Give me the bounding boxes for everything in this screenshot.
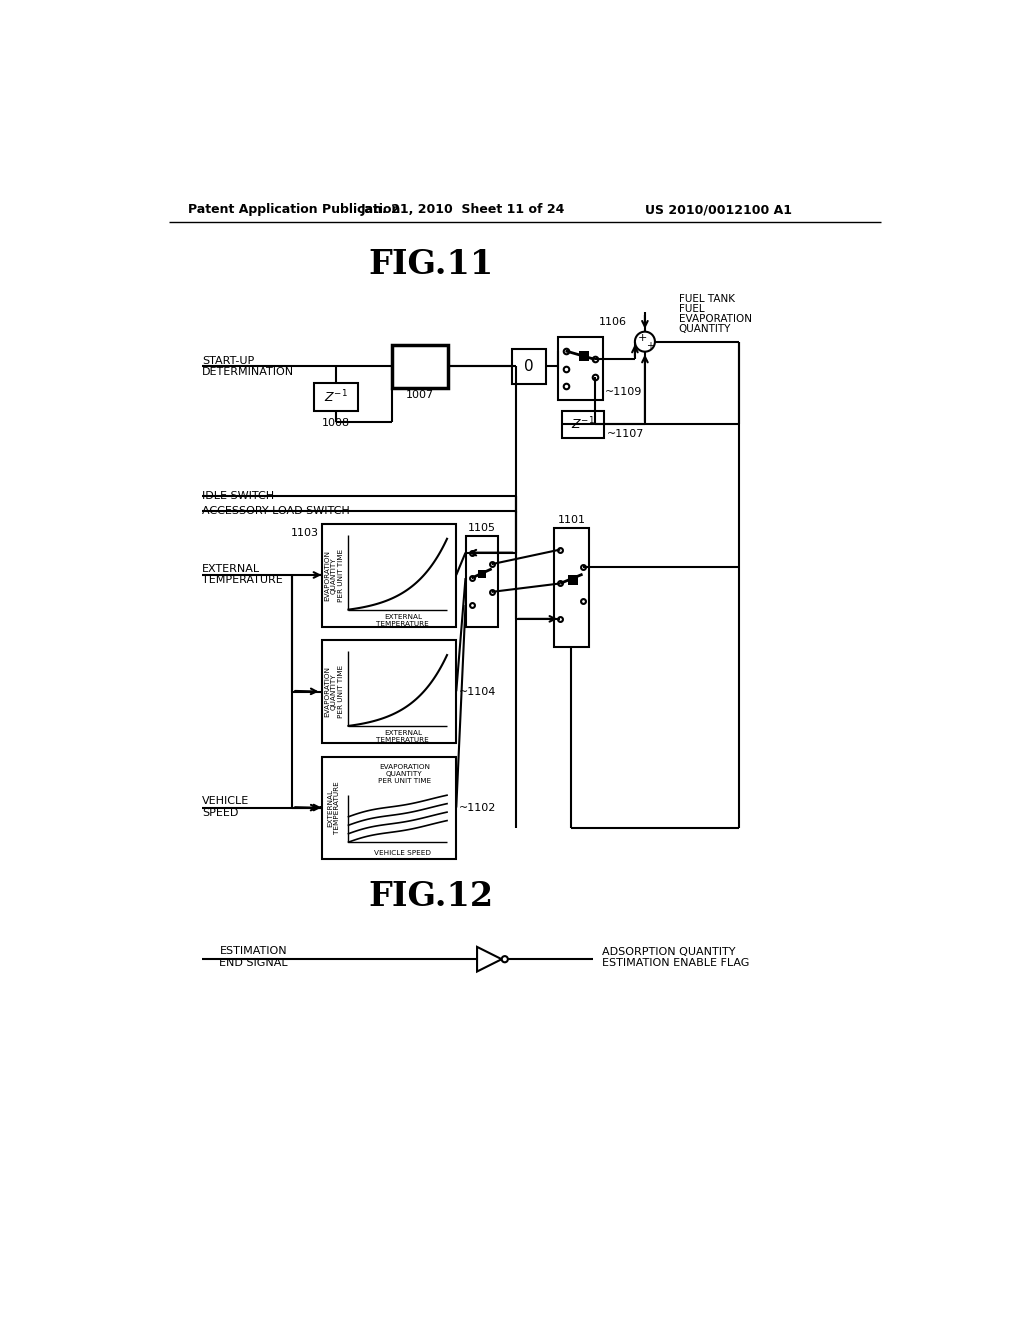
Bar — [512, 348, 547, 384]
Text: $Z^{-1}$: $Z^{-1}$ — [571, 416, 595, 433]
Bar — [558, 337, 602, 400]
Text: ADSORPTION QUANTITY: ADSORPTION QUANTITY — [602, 946, 735, 957]
Bar — [562, 411, 604, 438]
Bar — [322, 524, 457, 627]
Text: 1106: 1106 — [599, 317, 628, 327]
Text: FUEL TANK: FUEL TANK — [679, 293, 735, 304]
Bar — [322, 756, 457, 859]
Text: 1103: 1103 — [291, 528, 319, 539]
Text: ~1102: ~1102 — [460, 803, 497, 813]
Bar — [392, 345, 447, 388]
Text: ~1107: ~1107 — [606, 429, 644, 440]
Text: FIG.11: FIG.11 — [369, 248, 494, 281]
Text: VEHICLE: VEHICLE — [202, 796, 250, 807]
Text: EVAPORATION
QUANTITY
PER UNIT TIME: EVAPORATION QUANTITY PER UNIT TIME — [378, 764, 431, 784]
Text: EXTERNAL
TEMPERATURE: EXTERNAL TEMPERATURE — [377, 730, 429, 743]
Text: 1101: 1101 — [557, 515, 586, 525]
Text: TEMPERATURE: TEMPERATURE — [202, 576, 283, 585]
Text: 0: 0 — [524, 359, 534, 374]
Text: START-UP: START-UP — [202, 356, 254, 366]
Text: IDLE SWITCH: IDLE SWITCH — [202, 491, 274, 500]
Text: ~1109: ~1109 — [605, 388, 642, 397]
Text: DETERMINATION: DETERMINATION — [202, 367, 294, 376]
Text: ACCESSORY LOAD SWITCH: ACCESSORY LOAD SWITCH — [202, 506, 350, 516]
Text: US 2010/0012100 A1: US 2010/0012100 A1 — [645, 203, 792, 216]
Text: END SIGNAL: END SIGNAL — [219, 958, 288, 968]
Text: $Z^{-1}$: $Z^{-1}$ — [325, 389, 348, 405]
Text: EVAPORATION
QUANTITY
PER UNIT TIME: EVAPORATION QUANTITY PER UNIT TIME — [324, 665, 344, 718]
Text: QUANTITY: QUANTITY — [679, 323, 731, 334]
Text: EVAPORATION
QUANTITY
PER UNIT TIME: EVAPORATION QUANTITY PER UNIT TIME — [324, 549, 344, 602]
Bar — [322, 640, 457, 743]
Text: Patent Application Publication: Patent Application Publication — [188, 203, 400, 216]
Bar — [554, 528, 589, 647]
Text: SPEED: SPEED — [202, 808, 239, 818]
Text: EXTERNAL
TEMPERATURE: EXTERNAL TEMPERATURE — [377, 614, 429, 627]
Text: Jan. 21, 2010  Sheet 11 of 24: Jan. 21, 2010 Sheet 11 of 24 — [361, 203, 565, 216]
Text: 1105: 1105 — [468, 523, 496, 533]
Text: EXTERNAL
TEMPERATURE: EXTERNAL TEMPERATURE — [328, 781, 340, 834]
Bar — [466, 536, 498, 627]
Text: EVAPORATION: EVAPORATION — [679, 314, 752, 323]
Text: EXTERNAL: EXTERNAL — [202, 564, 260, 574]
Text: FUEL: FUEL — [679, 304, 705, 314]
Text: 1008: 1008 — [323, 417, 350, 428]
Text: ~1104: ~1104 — [460, 686, 497, 697]
Bar — [313, 383, 358, 411]
Text: VEHICLE SPEED: VEHICLE SPEED — [374, 850, 431, 855]
Text: +: + — [646, 342, 654, 351]
Text: ESTIMATION ENABLE FLAG: ESTIMATION ENABLE FLAG — [602, 958, 750, 968]
Text: ESTIMATION: ESTIMATION — [220, 946, 288, 957]
Text: FIG.12: FIG.12 — [369, 879, 494, 912]
Polygon shape — [477, 946, 502, 972]
Text: +: + — [638, 333, 647, 343]
Text: 1007: 1007 — [407, 389, 434, 400]
